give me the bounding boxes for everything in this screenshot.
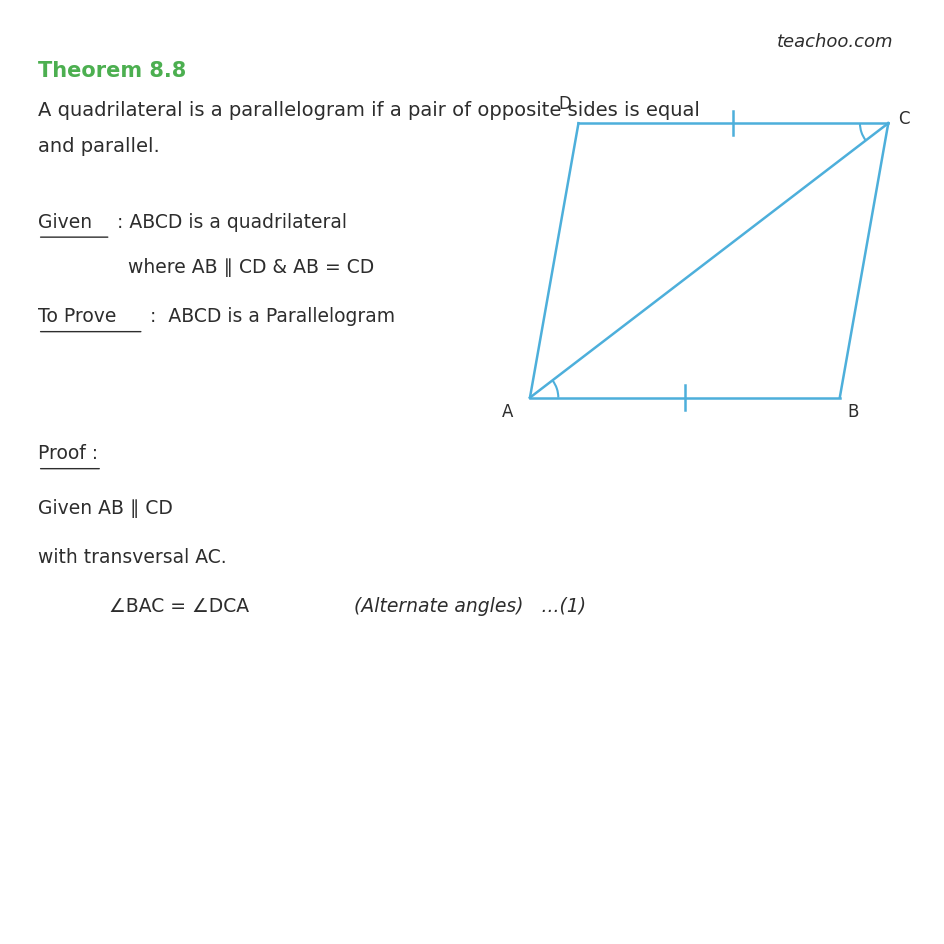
Text: where AB ∥ CD & AB = CD: where AB ∥ CD & AB = CD [127, 258, 374, 277]
Text: Given: Given [38, 212, 92, 231]
Text: D: D [558, 94, 570, 112]
Text: ∠BAC = ∠DCA: ∠BAC = ∠DCA [109, 597, 248, 615]
Text: : ABCD is a quadrilateral: : ABCD is a quadrilateral [110, 212, 346, 231]
Text: A: A [501, 403, 513, 421]
Text: (Alternate angles)   ...(1): (Alternate angles) ...(1) [354, 597, 586, 615]
Text: with transversal AC.: with transversal AC. [38, 548, 227, 566]
Text: C: C [897, 110, 908, 128]
Text: Proof :: Proof : [38, 444, 98, 463]
Text: B: B [847, 403, 858, 421]
Text: :  ABCD is a Parallelogram: : ABCD is a Parallelogram [143, 307, 395, 326]
Text: Given AB ∥ CD: Given AB ∥ CD [38, 498, 173, 517]
Text: teachoo.com: teachoo.com [776, 33, 892, 51]
Text: To Prove: To Prove [38, 307, 116, 326]
Text: Theorem 8.8: Theorem 8.8 [38, 61, 186, 81]
Text: A quadrilateral is a parallelogram if a pair of opposite sides is equal: A quadrilateral is a parallelogram if a … [38, 101, 699, 120]
Text: and parallel.: and parallel. [38, 137, 160, 156]
